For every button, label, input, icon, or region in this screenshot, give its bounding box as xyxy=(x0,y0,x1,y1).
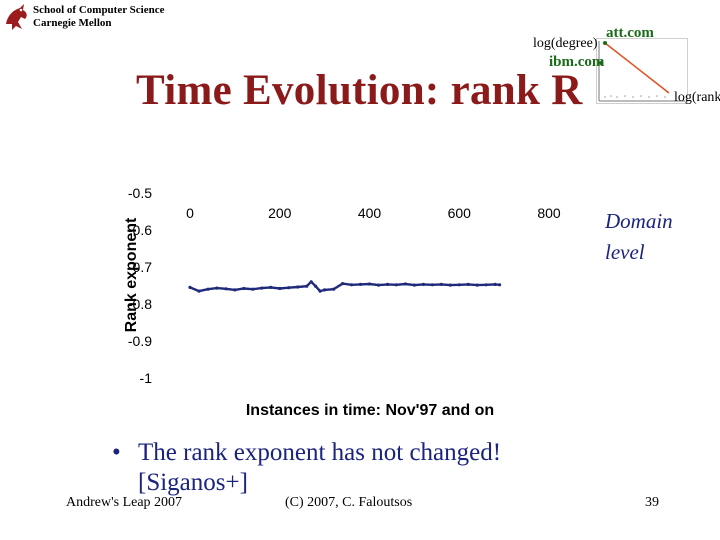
y-tick-label: -0.7 xyxy=(128,259,152,275)
domain-level-note: Domain level xyxy=(605,206,673,268)
school-logo xyxy=(2,2,30,32)
data-point xyxy=(305,284,309,288)
data-point xyxy=(430,283,434,287)
data-point xyxy=(287,286,291,290)
data-point xyxy=(309,280,313,284)
data-point xyxy=(421,282,425,286)
data-point xyxy=(466,282,470,286)
data-point xyxy=(318,289,322,293)
data-point xyxy=(403,282,407,286)
data-point xyxy=(358,282,363,286)
inset-label-att: att.com xyxy=(606,25,654,41)
data-point xyxy=(242,286,246,291)
y-tick-labels: -0.5 -0.6 -0.7 -0.8 -0.9 -1 xyxy=(128,185,152,386)
data-point xyxy=(224,287,228,291)
data-point xyxy=(296,285,300,289)
x-tick-label: 200 xyxy=(268,205,292,221)
inset-y-label: log(degree) xyxy=(533,36,598,51)
data-point xyxy=(206,287,210,291)
page-number: 39 xyxy=(645,495,659,510)
y-axis-label: Rank exponent xyxy=(123,217,140,332)
data-point xyxy=(448,283,452,287)
school-line-2: Carnegie Mellon xyxy=(33,17,112,29)
x-tick-labels: 0 200 400 600 800 xyxy=(186,205,561,221)
y-tick-label: -0.6 xyxy=(128,222,152,238)
y-tick-label: -0.8 xyxy=(128,296,152,312)
school-line-1: School of Computer Science xyxy=(33,4,165,16)
data-point xyxy=(412,283,416,287)
data-point xyxy=(260,286,264,290)
data-point xyxy=(215,286,219,290)
x-tick-label: 600 xyxy=(448,205,472,221)
inset-label-ibm: ibm.com xyxy=(549,54,605,70)
data-point xyxy=(197,289,201,293)
data-point xyxy=(251,287,255,291)
inset-plot xyxy=(596,38,688,104)
data-point xyxy=(314,284,318,288)
data-point xyxy=(493,282,497,286)
bullet-text: The rank exponent has not changed! [Siga… xyxy=(138,439,502,496)
y-tick-label: -1 xyxy=(140,370,153,386)
data-point xyxy=(498,283,502,287)
y-tick-label: -0.9 xyxy=(128,333,152,349)
data-point xyxy=(332,287,336,291)
slide-title: Time Evolution: rank R xyxy=(136,67,583,114)
x-tick-label: 400 xyxy=(358,205,382,221)
footer-copyright: (C) 2007, C. Faloutsos xyxy=(285,495,413,510)
x-tick-label: 800 xyxy=(537,205,561,221)
data-point xyxy=(278,286,282,291)
data-point xyxy=(484,283,488,287)
data-point xyxy=(367,282,372,286)
note-line-1: Domain xyxy=(605,209,673,233)
school-name: School of Computer Science Carnegie Mell… xyxy=(33,4,164,30)
data-point xyxy=(385,282,390,286)
data-point xyxy=(341,282,345,286)
data-point xyxy=(269,285,273,289)
inset-x-label: log(rank) xyxy=(674,90,720,105)
x-axis-label: Instances in time: Nov'97 and on xyxy=(246,402,494,419)
data-point xyxy=(350,283,354,287)
series-points xyxy=(188,280,502,293)
rank-exponent-chart: -0.5 -0.6 -0.7 -0.8 -0.9 -1 0 200 400 600 800 Ran… xyxy=(123,185,561,419)
data-point xyxy=(323,288,327,292)
x-tick-label: 0 xyxy=(186,205,194,221)
data-point xyxy=(439,282,443,286)
data-point xyxy=(394,283,398,287)
bullet-symbol: • xyxy=(112,439,121,466)
note-line-2: level xyxy=(605,240,645,264)
data-point xyxy=(233,288,237,292)
data-point xyxy=(188,285,192,289)
data-point xyxy=(457,283,461,287)
data-point xyxy=(475,283,479,287)
y-tick-label: -0.5 xyxy=(128,185,152,201)
data-point xyxy=(376,283,381,287)
footer-left: Andrew's Leap 2007 xyxy=(66,495,183,510)
